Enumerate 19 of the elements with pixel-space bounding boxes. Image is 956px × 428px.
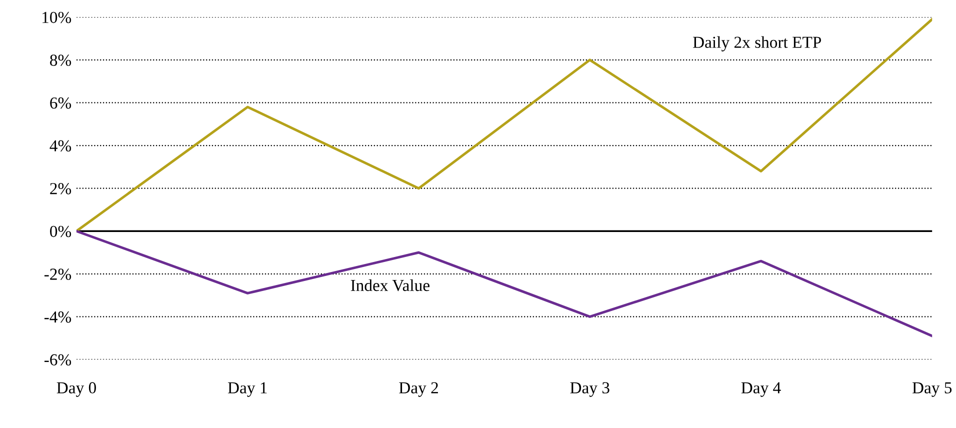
x-tick-label: Day 1 [228,382,267,397]
y-tick-label: 4% [50,140,72,152]
y-tick-label: -2% [44,268,72,280]
x-tick-label: Day 2 [399,382,438,397]
y-tick-label: 10% [42,12,72,24]
y-tick-label: 0% [50,226,72,238]
x-tick-label: Day 4 [741,382,781,397]
y-tick-label: -4% [44,311,72,323]
y-tick-label: -6% [44,354,72,366]
y-tick-label: 2% [50,183,72,194]
line-series [76,18,932,232]
x-tick-label: Day 5 [912,382,952,397]
y-tick-label: 6% [50,97,72,109]
y-tick-label: 8% [50,54,72,66]
x-tick-label: Day 0 [56,382,96,397]
x-tick-label: Day 3 [570,382,610,397]
series-label: Index Value [350,279,430,292]
line-series [76,230,932,338]
text: Daily 2x short ETP [693,36,822,52]
